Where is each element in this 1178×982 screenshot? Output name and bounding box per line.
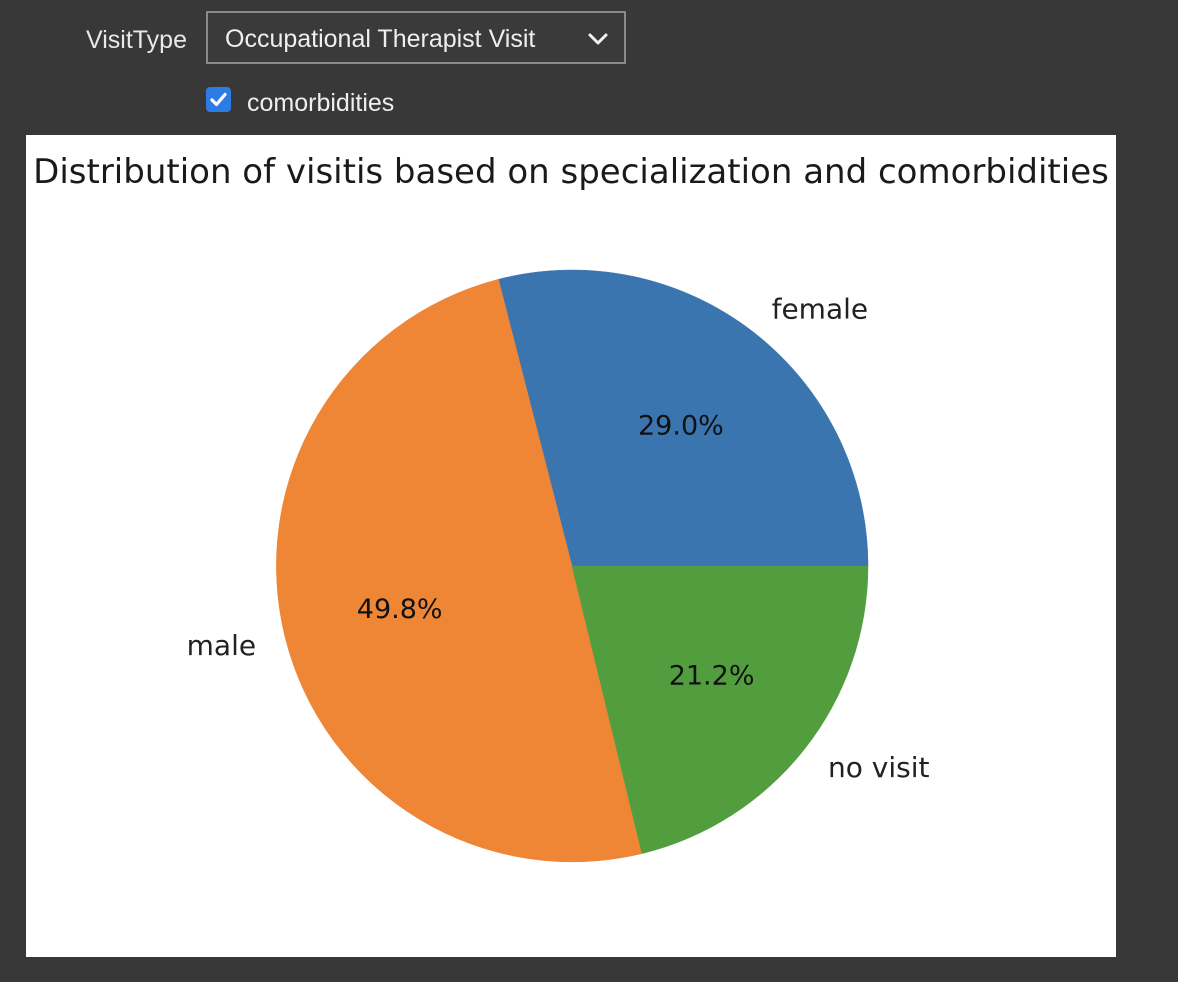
pie-slice-male [276, 278, 643, 863]
checkmark-icon [210, 92, 227, 107]
chart-figure: Distribution of visitis based on special… [26, 135, 1116, 957]
widget-controls: VisitType Occupational Therapist Visit c… [0, 0, 1178, 130]
pie-slice-female [498, 269, 869, 567]
visit-type-label: VisitType [86, 26, 187, 54]
chevron-down-icon [586, 27, 610, 51]
comorbidities-checkbox-label: comorbidities [247, 89, 395, 117]
slice-percent-male: 49.8% [357, 594, 443, 625]
slice-label-female: female [772, 293, 869, 326]
pie-slices [276, 269, 869, 863]
visit-type-dropdown[interactable]: Occupational Therapist Visit [206, 11, 626, 64]
visit-type-selected-value: Occupational Therapist Visit [225, 25, 536, 53]
slice-percent-no-visit: 21.2% [669, 661, 755, 692]
chart-title: Distribution of visitis based on special… [33, 152, 1109, 192]
pie-labels: female 29.0% male 49.8% no visit 21.2% [187, 293, 930, 785]
pie-chart: Distribution of visitis based on special… [33, 152, 1109, 863]
comorbidities-checkbox[interactable] [206, 87, 231, 112]
slice-percent-female: 29.0% [638, 411, 724, 442]
pie-slice-no-visit [571, 565, 869, 854]
slice-label-no-visit: no visit [828, 751, 929, 784]
slice-label-male: male [187, 629, 256, 662]
